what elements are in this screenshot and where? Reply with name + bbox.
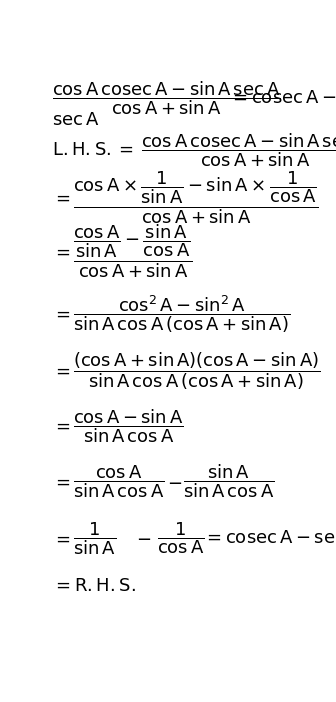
Text: $\dfrac{\mathrm{cos\,A\,cosec\,A - sin\,A\,sec\,A}}{\mathrm{cos\,A + sin\,A}}$: $\dfrac{\mathrm{cos\,A\,cosec\,A - sin\,… bbox=[141, 131, 336, 169]
Text: $\dfrac{\mathrm{cos\,A}}{\mathrm{sin\,A\,cos\,A}}$: $\dfrac{\mathrm{cos\,A}}{\mathrm{sin\,A\… bbox=[73, 463, 165, 500]
Text: $\dfrac{\mathrm{cos\,A} \times \dfrac{1}{\mathrm{sin\,A}} - \mathrm{sin\,A} \tim: $\dfrac{\mathrm{cos\,A} \times \dfrac{1}… bbox=[73, 170, 319, 226]
Text: $\mathrm{L.H.S.} = $: $\mathrm{L.H.S.} = $ bbox=[52, 141, 134, 159]
Text: $= \mathrm{R.H.S.}$: $= \mathrm{R.H.S.}$ bbox=[52, 577, 136, 595]
Text: $-$: $-$ bbox=[167, 472, 182, 491]
Text: $= \mathrm{cosec\,A} -$: $= \mathrm{cosec\,A} -$ bbox=[229, 89, 336, 107]
Text: $=$: $=$ bbox=[52, 417, 71, 435]
Text: $\dfrac{1}{\mathrm{sin\,A}}$: $\dfrac{1}{\mathrm{sin\,A}}$ bbox=[73, 520, 116, 557]
Text: $\dfrac{\mathrm{cos^2\,A - sin^2\,A}}{\mathrm{sin\,A\,cos\,A\,(cos\,A + sin\,A)}: $\dfrac{\mathrm{cos^2\,A - sin^2\,A}}{\m… bbox=[73, 293, 290, 335]
Text: $\dfrac{1}{\mathrm{cos\,A}}$: $\dfrac{1}{\mathrm{cos\,A}}$ bbox=[157, 520, 204, 556]
Text: $=$: $=$ bbox=[52, 472, 71, 491]
Text: $\dfrac{\mathrm{(cos\,A + sin\,A)(cos\,A - sin\,A)}}{\mathrm{sin\,A\,cos\,A\,(co: $\dfrac{\mathrm{(cos\,A + sin\,A)(cos\,A… bbox=[73, 350, 321, 392]
Text: $\dfrac{\mathrm{cos\,A\,cosec\,A - sin\,A\,sec\,A}}{\mathrm{cos\,A + sin\,A}}$: $\dfrac{\mathrm{cos\,A\,cosec\,A - sin\,… bbox=[52, 79, 281, 117]
Text: $\dfrac{\mathrm{sin\,A}}{\mathrm{sin\,A\,cos\,A}}$: $\dfrac{\mathrm{sin\,A}}{\mathrm{sin\,A\… bbox=[183, 463, 274, 501]
Text: $= \mathrm{cosec\,A - sec\,A}$: $= \mathrm{cosec\,A - sec\,A}$ bbox=[204, 529, 336, 548]
Text: $\dfrac{\dfrac{\mathrm{cos\,A}}{\mathrm{sin\,A}} - \dfrac{\mathrm{sin\,A}}{\math: $\dfrac{\dfrac{\mathrm{cos\,A}}{\mathrm{… bbox=[73, 223, 193, 281]
Text: $=$: $=$ bbox=[52, 243, 71, 261]
Text: $=$: $=$ bbox=[52, 189, 71, 207]
Text: $=$: $=$ bbox=[52, 362, 71, 380]
Text: $=$: $=$ bbox=[52, 529, 71, 548]
Text: $=$: $=$ bbox=[52, 305, 71, 323]
Text: $-$: $-$ bbox=[136, 529, 151, 548]
Text: $\mathrm{sec\,A}$: $\mathrm{sec\,A}$ bbox=[52, 111, 100, 129]
Text: $\dfrac{\mathrm{cos\,A - sin\,A}}{\mathrm{sin\,A\,cos\,A}}$: $\dfrac{\mathrm{cos\,A - sin\,A}}{\mathr… bbox=[73, 407, 184, 444]
